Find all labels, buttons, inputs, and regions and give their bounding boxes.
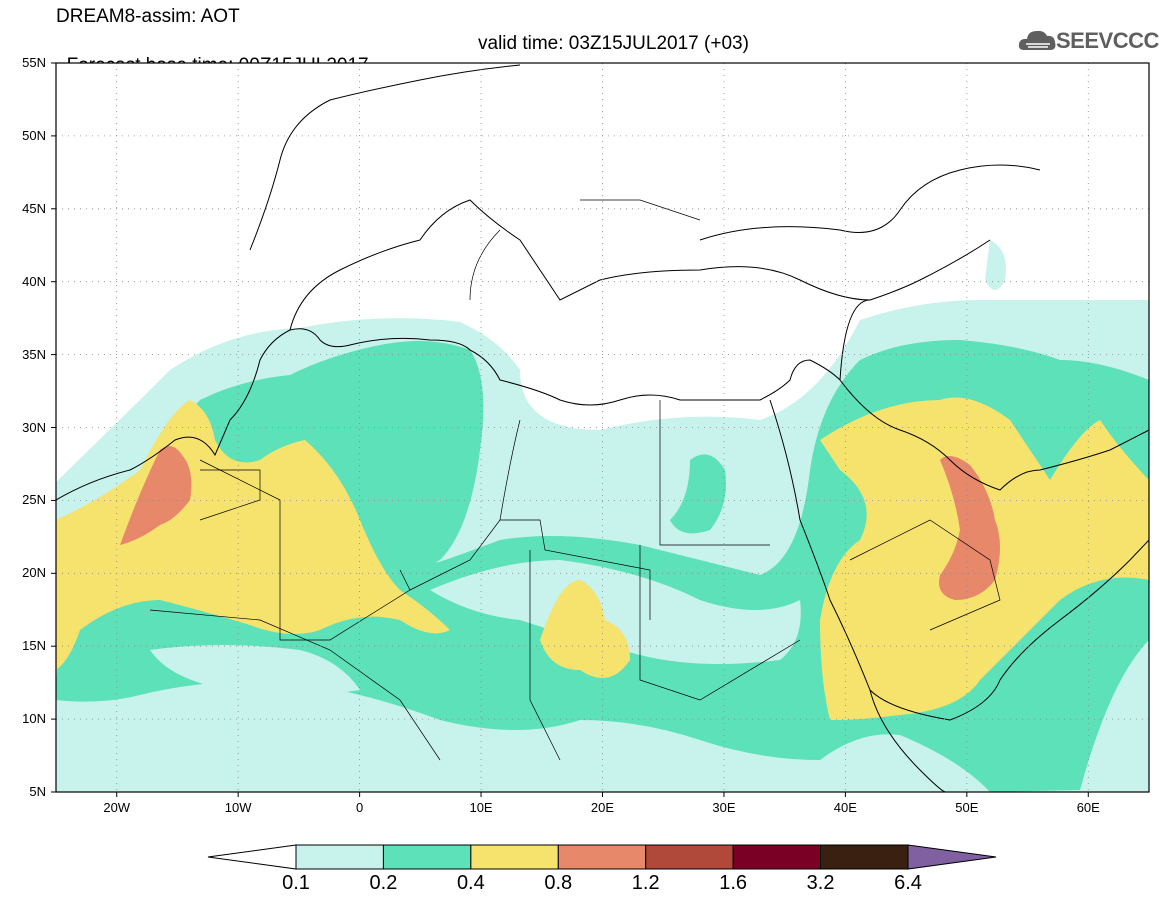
lat-tick-label: 50N [22,127,46,143]
colorbar-low-arrow [207,844,297,870]
axis-ticks [51,62,1089,797]
colorbar-label: 1.2 [631,872,660,894]
lat-tick-label: 20N [22,565,46,581]
colorbar-box [470,844,559,870]
colorbar-box [295,844,384,870]
lon-tick-label: 0 [355,800,364,815]
graticule [56,63,1149,792]
colorbar-box [645,844,734,870]
colorbar-high-arrow [907,844,997,870]
colorbar-label: 3.2 [806,872,835,894]
colorbar-label: 0.4 [456,872,485,894]
lon-tick-label: 40E [833,800,857,815]
country-borders [149,199,1001,761]
colorbar [207,844,997,870]
lat-tick-label: 45N [22,200,46,216]
logo-text: SEEVCCC [1056,28,1159,53]
coastlines [56,64,1149,792]
aot-band-0.8 [120,446,1000,600]
lon-tick-label: 50E [955,800,979,815]
colorbar-box [820,844,909,870]
colorbar-label: 0.1 [282,872,310,894]
colorbar-label: 6.4 [894,872,922,894]
lon-tick-label: 10E [469,800,493,815]
lat-tick-label: 10N [22,711,46,727]
colorbar-box [732,844,822,870]
lat-tick-label: 15N [22,638,46,654]
forecast-valid-time: valid time: 03Z15JUL2017 (+03) [478,33,749,54]
cloud-logo-icon [1018,30,1056,50]
colorbar-label: 1.6 [719,872,748,894]
lon-tick-label: 60E [1076,800,1100,815]
lat-tick-label: 35N [22,346,46,362]
lat-tick-label: 55N [22,55,46,70]
lat-tick-label: 5N [29,784,46,799]
map-title: DREAM8-assim: AOT [56,6,240,27]
lon-tick-label: 30E [712,800,736,815]
lat-tick-label: 40N [22,273,46,289]
lon-tick-label: 10W [224,800,252,815]
colorbar-box [382,844,472,870]
colorbar-label: 0.2 [369,872,398,894]
lat-tick-label: 30N [22,419,46,435]
colorbar-label: 0.8 [544,872,573,894]
lon-tick-label: 20E [590,800,615,815]
colorbar-box [557,844,647,870]
lon-tick-label: 20W [103,800,131,815]
lat-tick-label: 25N [22,492,46,508]
